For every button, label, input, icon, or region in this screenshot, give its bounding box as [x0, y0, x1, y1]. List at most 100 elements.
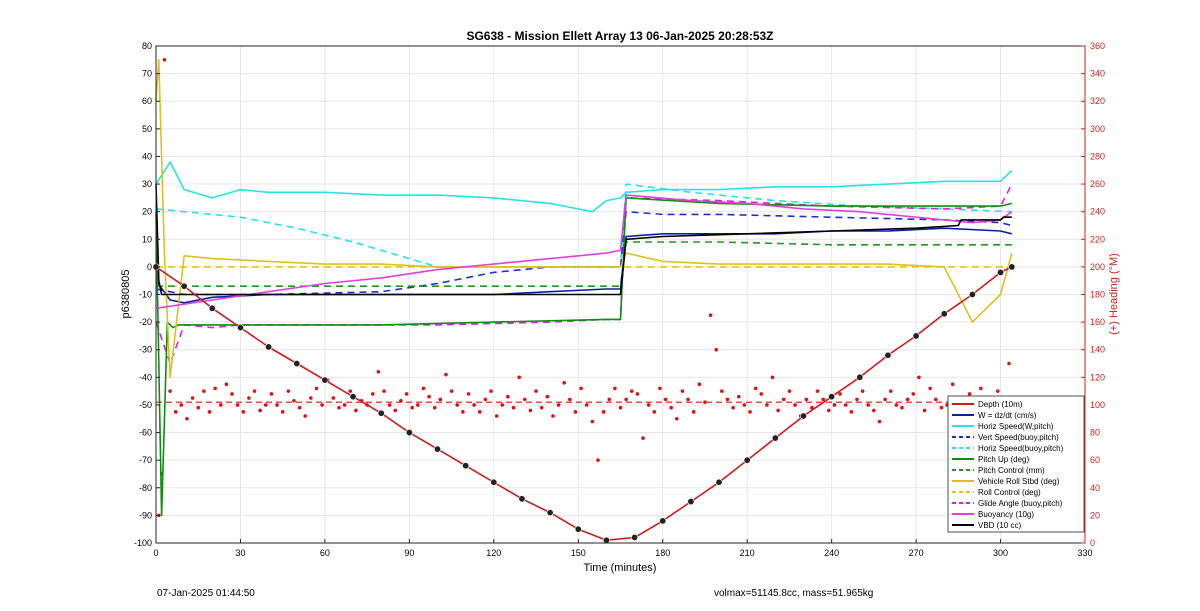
series-layer — [152, 58, 1016, 544]
series-line-9 — [155, 183, 1013, 365]
heading-point — [584, 403, 589, 407]
heading-point — [765, 403, 769, 407]
heading-point — [680, 389, 685, 393]
series-line-11 — [155, 184, 1012, 296]
heading-point — [263, 403, 268, 407]
depth-marker — [462, 462, 470, 470]
legend-label: Roll Control (deg) — [978, 488, 1041, 497]
heading-point — [297, 405, 302, 410]
heading-point — [562, 381, 566, 385]
heading-point — [522, 397, 527, 402]
depth-marker — [631, 533, 639, 541]
y-tick-label: 60 — [142, 96, 152, 106]
heading-point — [393, 408, 398, 413]
y2-tick-label: 80 — [1090, 428, 1100, 438]
heading-point — [979, 386, 983, 391]
x-tick-label: 60 — [320, 548, 330, 558]
heading-point — [849, 410, 854, 414]
legend-label: Depth (10m) — [978, 400, 1023, 409]
heading-point — [911, 392, 916, 396]
heading-point — [601, 410, 606, 414]
depth-marker — [546, 509, 554, 517]
depth-marker — [997, 268, 1005, 276]
heading-point — [658, 386, 662, 391]
heading-point — [337, 405, 341, 410]
heading-point — [207, 410, 212, 414]
legend-label: VBD (10 cc) — [978, 521, 1021, 530]
heading-point — [354, 408, 358, 413]
legend-label: Glide Angle (buoy,pitch) — [978, 499, 1063, 508]
depth-marker — [574, 525, 582, 533]
heading-point — [590, 419, 595, 424]
y-tick-label: -70 — [139, 455, 152, 465]
heading-point — [573, 410, 578, 414]
heading-point — [821, 397, 825, 402]
heading-point — [202, 389, 206, 393]
depth-marker — [687, 498, 695, 506]
heading-point — [269, 392, 274, 396]
y-tick-label: -30 — [139, 345, 152, 355]
footer-timestamp: 07-Jan-2025 01:44:50 — [157, 588, 255, 599]
heading-point — [933, 397, 938, 402]
heading-point — [314, 386, 319, 391]
heading-point — [860, 389, 865, 393]
heading-point — [179, 403, 184, 407]
y2-tick-label: 280 — [1090, 151, 1105, 161]
heading-point — [416, 403, 420, 407]
y-tick-label: 10 — [142, 234, 152, 244]
heading-point — [421, 386, 426, 391]
y2-tick-label: 40 — [1090, 483, 1100, 493]
x-tick-label: 270 — [909, 548, 924, 558]
heading-point — [432, 405, 437, 410]
x-tick-label: 300 — [993, 548, 1008, 558]
legend-label: Pitch Control (mm) — [978, 466, 1045, 475]
heading-point — [917, 375, 921, 380]
heading-point — [247, 396, 251, 400]
depth-marker — [799, 412, 807, 420]
heading-point — [691, 410, 696, 414]
heading-point — [827, 408, 831, 413]
y2-axis-label: (+) Heading (°M) — [1108, 253, 1120, 335]
heading-point — [275, 403, 279, 407]
heading-point — [663, 397, 668, 402]
y-tick-label: -100 — [134, 538, 152, 548]
heading-point — [888, 389, 893, 393]
heading-point — [736, 394, 741, 399]
depth-marker — [208, 304, 216, 312]
y2-tick-label: 60 — [1090, 455, 1100, 465]
y-tick-label: -20 — [139, 317, 152, 327]
legend-label: Vert Speed(buoy,pitch) — [978, 433, 1059, 442]
depth-marker — [180, 282, 188, 290]
y-tick-label: 20 — [142, 207, 152, 217]
y2-tick-label: 320 — [1090, 96, 1105, 106]
heading-point — [742, 403, 747, 407]
heading-point — [185, 416, 189, 421]
heading-point — [669, 405, 673, 410]
heading-point — [922, 408, 927, 413]
heading-point — [387, 403, 392, 407]
depth-marker — [743, 456, 751, 464]
x-tick-label: 180 — [655, 548, 670, 558]
heading-point — [528, 408, 533, 413]
heading-point — [292, 399, 296, 403]
heading-point — [399, 399, 403, 403]
heading-point — [517, 375, 521, 380]
depth-marker — [434, 445, 442, 453]
heading-point — [939, 405, 944, 410]
x-tick-label: 90 — [404, 548, 414, 558]
heading-point — [607, 397, 612, 402]
depth-marker — [968, 290, 976, 298]
heading-point — [843, 403, 848, 407]
heading-point — [810, 405, 814, 410]
heading-point — [506, 394, 510, 399]
y2-tick-label: 160 — [1090, 317, 1105, 327]
depth-marker — [856, 373, 864, 381]
heading-point — [410, 405, 414, 410]
heading-point — [753, 386, 758, 391]
depth-marker — [405, 429, 413, 437]
heading-point — [995, 389, 1000, 393]
heading-point — [703, 400, 707, 404]
y-tick-label: -40 — [139, 372, 152, 382]
x-tick-label: 330 — [1077, 548, 1092, 558]
